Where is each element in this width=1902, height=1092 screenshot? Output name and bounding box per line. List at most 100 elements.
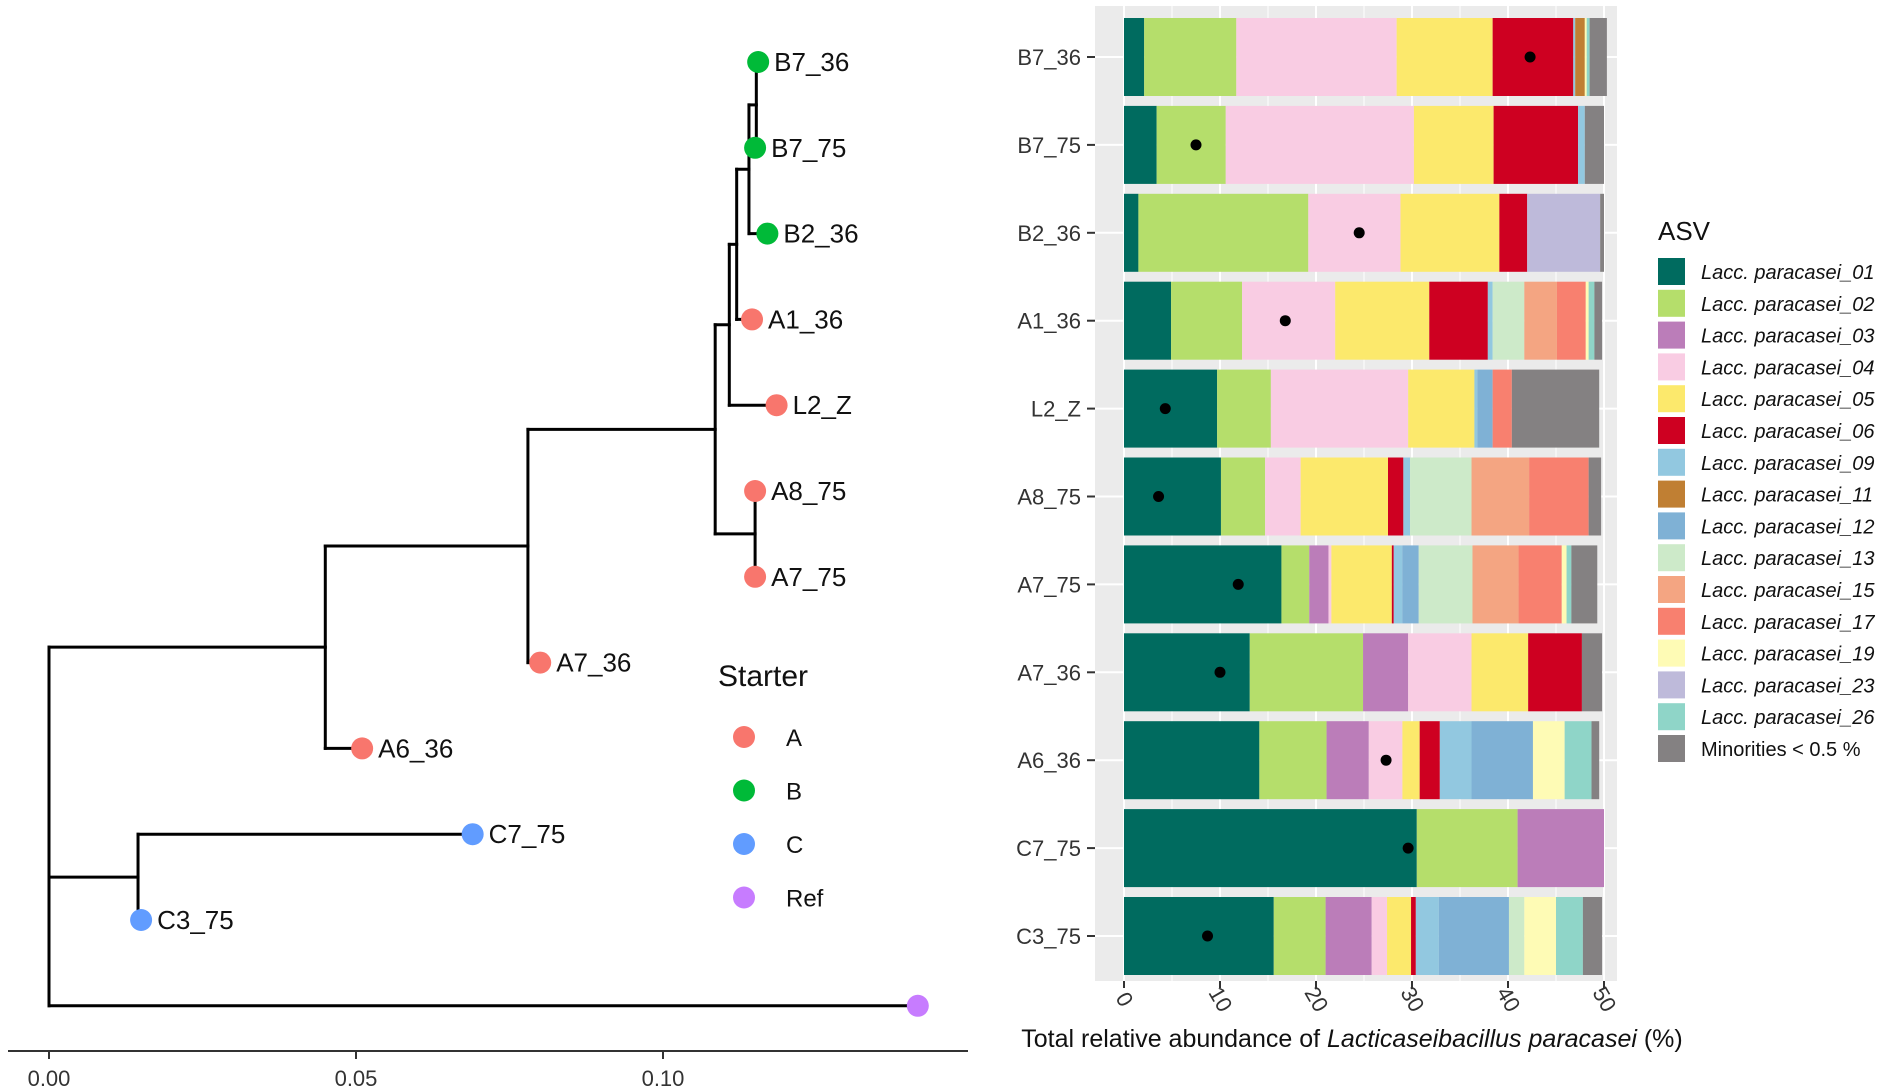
bar-segment-a6-36-lacc-paracasei-09: [1439, 721, 1472, 800]
bar-segment-c3-75-lacc-paracasei-06: [1411, 897, 1416, 975]
starter-legend-label-c: C: [786, 832, 803, 859]
bar-segment-a7-75-lacc-paracasei-17: [1518, 545, 1562, 624]
bar-segment-a8-75-lacc-paracasei-13: [1410, 457, 1472, 536]
bar-y-label-b2-36: B2_36: [1017, 221, 1081, 246]
asv-legend-label-lacc-paracasei-19: Lacc. paracasei_19: [1701, 644, 1874, 666]
bar-segment-c3-75-lacc-paracasei-19: [1524, 897, 1556, 975]
tree-tip-label-b7-36: B7_36: [774, 47, 849, 77]
asv-legend-key-lacc-paracasei-13: [1658, 544, 1685, 572]
tree-tip-label-a7-75: A7_75: [771, 562, 846, 592]
bar-segment-a6-36-lacc-paracasei-03: [1326, 721, 1369, 800]
bar-segment-c3-75-lacc-paracasei-05: [1387, 897, 1412, 975]
bar-segment-b7-75-lacc-paracasei-06: [1493, 105, 1579, 184]
asv-legend-label-lacc-paracasei-06: Lacc. paracasei_06: [1701, 421, 1875, 443]
bar-segment-b7-75-lacc-paracasei-04: [1225, 105, 1414, 184]
bar-x-tick-label-5: 50: [1588, 982, 1622, 1016]
asv-legend-label-lacc-paracasei-05: Lacc. paracasei_05: [1701, 389, 1875, 411]
bar-segment-c3-75-lacc-paracasei-13: [1508, 897, 1525, 975]
bar-x-tick-label-0: 0: [1111, 988, 1139, 1011]
bar-row-l2-z: [1124, 369, 1600, 448]
bar-point-l2-z: [1159, 403, 1171, 415]
bar-point-a6-36: [1380, 754, 1392, 766]
tree-tip-label-a8-75: A8_75: [771, 476, 846, 506]
bar-point-c7-75: [1402, 842, 1414, 854]
tree-tip-label-c7-75: C7_75: [489, 819, 566, 849]
x-title-suffix: (%): [1637, 1025, 1683, 1053]
bar-segment-a1-36-lacc-paracasei-06: [1429, 281, 1488, 360]
bar-segment-a7-75-lacc-paracasei-02: [1281, 545, 1310, 624]
tree-leaves: B7_36 B7_75 B2_36 A1_36 L2_Z A8_75 A7_75 A7_36 A…: [130, 47, 929, 1017]
bar-segment-a7-36-lacc-paracasei-02: [1249, 633, 1364, 712]
bar-point-b7-75: [1190, 139, 1202, 151]
bar-point-a8-75: [1153, 491, 1165, 502]
bar-segment-a6-36-minorities-0-5: [1591, 721, 1600, 800]
bar-segment-l2-z-lacc-paracasei-04: [1270, 369, 1409, 448]
stacked-bar-panel: B7_36 B7_75 B2_36 A1_36 L2_Z A8_75 A7_75 A7_36 A…: [1016, 6, 1875, 1053]
tree-tip-b7-75: [744, 136, 767, 159]
bar-segment-a7-75-lacc-paracasei-05: [1331, 545, 1392, 624]
tree-tip-b7-36: [747, 51, 770, 73]
bar-segment-a7-75-lacc-paracasei-19: [1561, 545, 1567, 624]
starter-legend-key-ref: [733, 886, 755, 909]
tree-tip-label-b2-36: B2_36: [783, 219, 858, 249]
starter-legend-label-b: B: [786, 779, 802, 806]
bar-segment-c7-75-lacc-paracasei-03: [1517, 809, 1604, 888]
bar-y-label-a8-75: A8_75: [1017, 485, 1081, 510]
bar-segment-a7-36-lacc-paracasei-05: [1471, 633, 1529, 712]
bar-point-c3-75: [1202, 930, 1214, 942]
tree-tip-label-a7-36: A7_36: [556, 648, 631, 678]
tree-x-axis: 0.00 0.05 0.10: [8, 1050, 968, 1091]
bar-segment-c3-75-lacc-paracasei-02: [1273, 897, 1326, 975]
bar-row-b2-36: [1124, 193, 1604, 272]
tree-axis-tick-label-2: 0.10: [642, 1066, 685, 1091]
tree-tip-l2-z: [765, 394, 788, 417]
bar-row-c3-75: [1124, 897, 1603, 975]
asv-legend-label-minorities-0-5: Minorities < 0.5 %: [1701, 739, 1861, 761]
bar-segment-a1-36-lacc-paracasei-01: [1124, 281, 1172, 360]
bar-segment-a7-75-lacc-paracasei-12: [1402, 545, 1419, 624]
bar-points: [1153, 51, 1536, 942]
asv-legend-key-lacc-paracasei-09: [1658, 448, 1685, 476]
bar-segment-b2-36-lacc-paracasei-05: [1400, 193, 1500, 272]
bar-x-axis-title: Total relative abundance of Lacticaseiba…: [1021, 1025, 1682, 1053]
x-title-italic: Lacticaseibacillus paracasei: [1327, 1025, 1638, 1053]
asv-legend-label-lacc-paracasei-01: Lacc. paracasei_01: [1701, 262, 1874, 284]
bar-segment-c3-75-lacc-paracasei-26: [1556, 897, 1583, 975]
tree-tip-label-a1-36: A1_36: [768, 304, 843, 334]
bar-segment-a1-36-lacc-paracasei-02: [1171, 281, 1243, 360]
bar-segment-b7-75-lacc-paracasei-09: [1578, 105, 1585, 184]
bar-segment-c3-75-lacc-paracasei-03: [1325, 897, 1372, 975]
asv-legend: ASV Lacc. paracasei_01 Lacc. paracasei_02…: [1658, 216, 1875, 762]
bar-segment-l2-z-minorities-0-5: [1511, 369, 1600, 448]
bar-segment-b7-36-lacc-paracasei-19: [1584, 18, 1587, 96]
asv-legend-key-lacc-paracasei-06: [1658, 417, 1685, 444]
bar-x-tick-label-2: 20: [1300, 982, 1334, 1016]
asv-legend-label-lacc-paracasei-15: Lacc. paracasei_15: [1701, 580, 1875, 602]
tree-tip-label-b7-75: B7_75: [771, 133, 846, 163]
starter-legend-key-b: [733, 779, 755, 802]
bar-segment-a1-36-lacc-paracasei-19: [1585, 281, 1589, 360]
bar-segment-a1-36-lacc-paracasei-15: [1524, 281, 1557, 360]
bar-point-a7-75: [1232, 578, 1244, 590]
tree-tip-c3-75: [130, 909, 153, 931]
asv-legend-key-lacc-paracasei-03: [1658, 321, 1685, 349]
tree-tip-label-a6-36: A6_36: [378, 733, 453, 763]
bar-segment-c7-75-lacc-paracasei-01: [1124, 809, 1417, 888]
bar-segment-a8-75-minorities-0-5: [1588, 457, 1602, 536]
starter-legend-key-a: [733, 726, 755, 748]
bar-segment-a1-36-lacc-paracasei-09: [1487, 281, 1493, 360]
x-title-prefix: Total relative abundance of: [1021, 1025, 1327, 1053]
asv-legend-label-lacc-paracasei-26: Lacc. paracasei_26: [1701, 707, 1875, 729]
bar-y-axis: B7_36 B7_75 B2_36 A1_36 L2_Z A8_75 A7_75 A7_36 A…: [1016, 45, 1095, 949]
bar-segment-b7-36-lacc-paracasei-04: [1236, 18, 1397, 96]
tree-branches: [47, 60, 920, 1008]
bar-segment-c3-75-lacc-paracasei-01: [1124, 897, 1274, 975]
bar-segment-b7-36-minorities-0-5: [1589, 18, 1607, 96]
bar-segment-a6-36-lacc-paracasei-19: [1532, 721, 1565, 800]
tree-tip-a6-36: [351, 737, 374, 760]
bar-segment-a1-36-lacc-paracasei-05: [1335, 281, 1430, 360]
tree-axis-tick-label-1: 0.05: [335, 1066, 378, 1091]
bar-y-label-b7-75: B7_75: [1017, 133, 1081, 158]
phylogenetic-tree-panel: B7_36 B7_75 B2_36 A1_36 L2_Z A8_75 A7_75 A7_36 A…: [8, 47, 968, 1091]
